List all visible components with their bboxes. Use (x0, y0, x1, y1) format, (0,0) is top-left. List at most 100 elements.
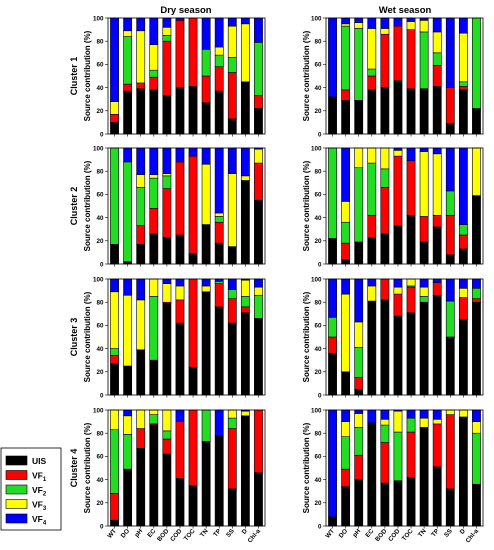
bar-segment-uis (472, 108, 481, 135)
y-tick-label: 20 (314, 369, 322, 376)
y-tick-label: 0 (100, 392, 104, 399)
bar-segment-vf2 (136, 187, 146, 227)
bar-segment-uis (175, 322, 185, 396)
bar-segment-uis (458, 416, 468, 527)
bar-segment-vf3 (175, 285, 185, 301)
bar-pH (136, 17, 146, 135)
y-tick-label: 40 (96, 346, 104, 353)
bar-pH (354, 278, 364, 396)
y-tick-label: 60 (96, 454, 104, 461)
bar-segment-vf2 (162, 430, 172, 440)
bar-EC (367, 147, 377, 265)
bar-segment-vf2 (472, 287, 481, 300)
bar-segment-vf1 (162, 40, 172, 97)
bar-segment-uis (123, 90, 133, 135)
bar-segment-vf1 (406, 160, 416, 216)
bar-WT (110, 147, 119, 265)
bar-segment-uis (458, 319, 468, 396)
bar-segment-vf2 (149, 177, 159, 209)
bar-segment-vf1 (458, 234, 468, 250)
bar-segment-uis (380, 299, 390, 396)
bar-segment-vf1 (419, 216, 429, 243)
bar-segment-vf4 (406, 409, 416, 419)
y-tick-label: 40 (314, 346, 322, 353)
bar-segment-vf3 (214, 46, 224, 56)
bar-segment-vf4 (458, 147, 468, 225)
bar-segment-vf4 (380, 409, 390, 420)
bar-segment-vf4 (227, 278, 237, 290)
y-tick-label: 20 (96, 369, 104, 376)
bar-SS (445, 147, 455, 265)
bar-TOC (406, 147, 416, 265)
bar-segment-vf4 (458, 278, 468, 289)
y-tick-label: 80 (96, 39, 104, 46)
bar-segment-uis (354, 479, 364, 527)
bar-segment-uis (419, 301, 429, 396)
x-tick-label: EC (364, 527, 375, 539)
bar-segment-vf2 (367, 162, 377, 216)
bar-TP (214, 147, 224, 265)
bar-segment-uis (432, 86, 442, 135)
bar-segment-vf2 (341, 221, 351, 244)
bar-segment-vf4 (406, 17, 416, 22)
y-tick-label: 60 (314, 192, 322, 199)
y-tick-label: 20 (96, 500, 104, 507)
y-tick-label: 0 (318, 261, 322, 268)
bar-segment-vf3 (149, 278, 159, 297)
bar-segment-uis (367, 237, 377, 265)
bar-segment-uis (175, 87, 185, 135)
bar-DO (341, 278, 351, 396)
y-tick-label: 100 (311, 15, 322, 22)
bar-segment-vf2 (354, 28, 364, 101)
bar-DO (123, 409, 133, 527)
bar-segment-vf3 (123, 30, 133, 37)
y-axis-label: Source contribution (%) (302, 422, 311, 513)
bar-segment-vf1 (227, 298, 237, 324)
bar-segment-vf4 (472, 278, 481, 289)
bar-segment-vf2 (227, 289, 237, 300)
bar-pH (136, 147, 146, 265)
bar-segment-uis (328, 516, 337, 527)
bar-segment-vf1 (110, 113, 119, 123)
y-tick-label: 100 (93, 407, 104, 414)
x-tick-label: TOC (183, 527, 197, 542)
bar-segment-vf3 (110, 409, 119, 431)
x-tick-label: D (241, 527, 250, 535)
bar-D (458, 409, 468, 527)
bar-segment-vf3 (341, 293, 351, 373)
bar-segment-uis (136, 243, 146, 265)
bar-segment-vf1 (123, 83, 133, 92)
bar-segment-uis (445, 123, 455, 135)
bar-BOD (380, 147, 390, 265)
bar-segment-uis (406, 312, 416, 396)
bar-segment-vf4 (149, 147, 159, 175)
y-tick-label: 20 (314, 108, 322, 115)
y-axis-label: Source contribution (%) (302, 30, 311, 121)
bar-D (240, 278, 250, 396)
x-tick-label: WT (324, 528, 336, 540)
y-tick-label: 100 (311, 407, 322, 414)
bar-segment-vf4 (162, 17, 172, 28)
bar-segment-vf3 (341, 201, 351, 223)
bar-segment-uis (227, 488, 237, 527)
bar-segment-vf4 (136, 17, 146, 32)
bar-TN (201, 17, 211, 135)
bar-TOC (406, 409, 416, 527)
bar-segment-vf4 (123, 147, 133, 163)
bar-SS (227, 17, 237, 135)
bar-segment-uis (254, 472, 263, 527)
bar-Chl-a (254, 147, 263, 265)
bar-segment-vf3 (419, 417, 429, 428)
bar-segment-vf1 (472, 298, 481, 303)
bar-TP (432, 17, 442, 135)
bar-segment-uis (367, 300, 377, 396)
plot-frame (325, 409, 484, 527)
y-tick-label: 80 (96, 300, 104, 307)
bar-segment-vf3 (393, 150, 403, 157)
bar-TP (214, 409, 224, 527)
bar-COD (393, 409, 403, 527)
bar-segment-vf3 (354, 22, 364, 29)
bar-pH (136, 278, 146, 396)
bar-segment-uis (254, 199, 263, 265)
bar-segment-vf1 (432, 65, 442, 87)
